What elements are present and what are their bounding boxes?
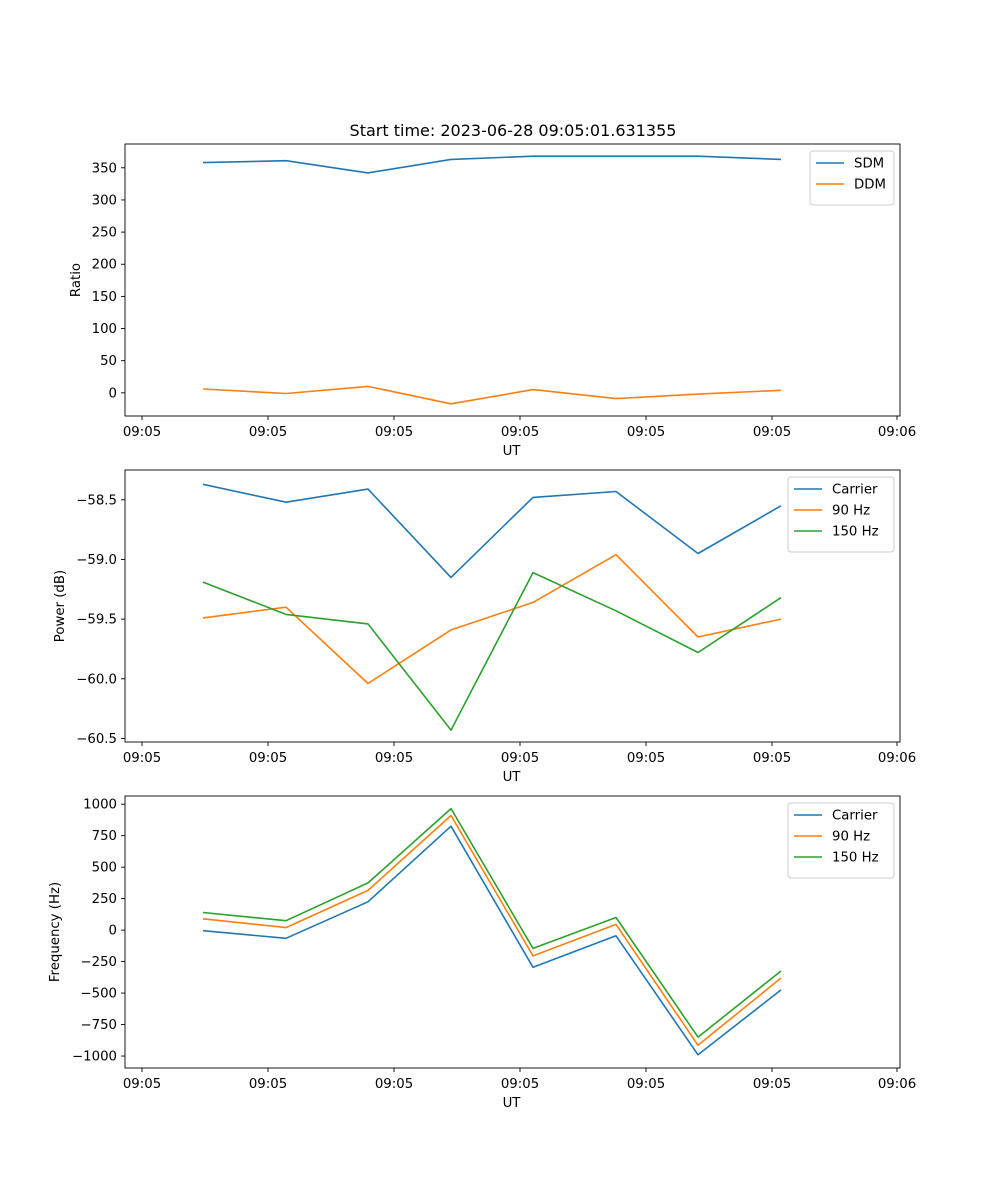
y-axis-label: Power (dB) [53,570,68,642]
legend-label: SDM [854,157,884,172]
x-tick-label: 09:05 [501,425,539,440]
x-tick-label: 09:05 [375,425,413,440]
plot-frame [124,143,901,417]
y-tick-label: 0 [109,386,117,401]
legend-label: 150 Hz [832,525,879,540]
figure-title: Start time: 2023-06-28 09:05:01.631355 [350,121,677,140]
legend-box [787,476,895,553]
y-tick-label: −750 [80,1018,117,1033]
plot-frame [124,469,901,743]
y-tick-label: −59.0 [76,553,117,568]
legend: SDM DDM [809,150,895,206]
y-tick-label: 0 [109,924,117,939]
series-line-90-hz [202,553,782,685]
x-tick-label: 09:05 [123,425,161,440]
x-tick-label: 09:06 [878,751,916,766]
panel-2: 09:05 09:05 09:05 09:05 09:05 09:05 09:06 −60.5… [53,469,916,785]
y-tick-label: −250 [80,955,117,970]
y-tick-label: 100 [92,322,117,337]
series-line-150-hz [202,571,782,731]
y-tick-label: 150 [92,290,117,305]
series-line-150-hz [202,807,782,1038]
x-axis-label: UT [503,444,522,459]
y-tick-label: 750 [92,829,117,844]
x-tick-label: 09:05 [753,425,791,440]
y-tick-label: 500 [92,861,117,876]
x-tick-label: 09:05 [249,425,287,440]
legend-label: 90 Hz [832,830,870,845]
y-tick-label: −60.5 [76,732,117,747]
x-tick-label: 09:05 [375,1077,413,1092]
legend: Carrier 90 Hz 150 Hz [787,476,895,553]
x-axis-label: UT [503,770,522,785]
series-line-sdm [202,155,782,174]
x-tick-label: 09:06 [878,1077,916,1092]
series-line-carrier [202,483,782,579]
y-tick-label: −60.0 [76,672,117,687]
legend-box [809,150,895,206]
series-line-carrier [202,825,782,1056]
y-tick-label: 350 [92,161,117,176]
y-tick-label: −1000 [72,1050,117,1065]
x-axis-label: UT [503,1096,522,1111]
y-tick-label: 200 [92,258,117,273]
legend-label: Carrier [832,483,878,498]
chart-panels: 09:05 09:05 09:05 09:05 09:05 09:05 09:06 0 50 10… [48,143,916,1111]
legend-label: 90 Hz [832,504,870,519]
legend-label: 150 Hz [832,851,879,866]
x-tick-label: 09:05 [123,1077,161,1092]
x-tick-label: 09:05 [501,1077,539,1092]
y-tick-label: −500 [80,987,117,1002]
legend-label: Carrier [832,809,878,824]
y-tick-label: 250 [92,226,117,241]
x-tick-label: 09:05 [249,1077,287,1092]
y-tick-label: 50 [100,354,117,369]
y-tick-label: 1000 [83,798,117,813]
plot-frame [124,795,901,1069]
y-axis-label: Ratio [69,263,84,297]
x-tick-label: 09:05 [627,425,665,440]
x-tick-label: 09:05 [249,751,287,766]
x-tick-label: 09:05 [375,751,413,766]
x-tick-label: 09:06 [878,425,916,440]
x-tick-label: 09:05 [753,751,791,766]
legend: Carrier 90 Hz 150 Hz [787,802,895,879]
x-tick-label: 09:05 [627,751,665,766]
x-tick-label: 09:05 [627,1077,665,1092]
panel-1: 09:05 09:05 09:05 09:05 09:05 09:05 09:06 0 50 10… [69,143,916,459]
y-tick-label: 300 [92,193,117,208]
series-line-90-hz [202,814,782,1047]
legend-label: DDM [854,178,886,193]
y-tick-label: −59.5 [76,613,117,628]
legend-box [787,802,895,879]
y-tick-label: 250 [92,892,117,907]
x-tick-label: 09:05 [123,751,161,766]
y-axis-label: Frequency (Hz) [48,882,63,982]
x-tick-label: 09:05 [753,1077,791,1092]
y-tick-label: −58.5 [76,493,117,508]
panel-3: 09:05 09:05 09:05 09:05 09:05 09:05 09:06 −1000… [48,795,916,1111]
series-line-ddm [202,385,782,405]
x-tick-label: 09:05 [501,751,539,766]
